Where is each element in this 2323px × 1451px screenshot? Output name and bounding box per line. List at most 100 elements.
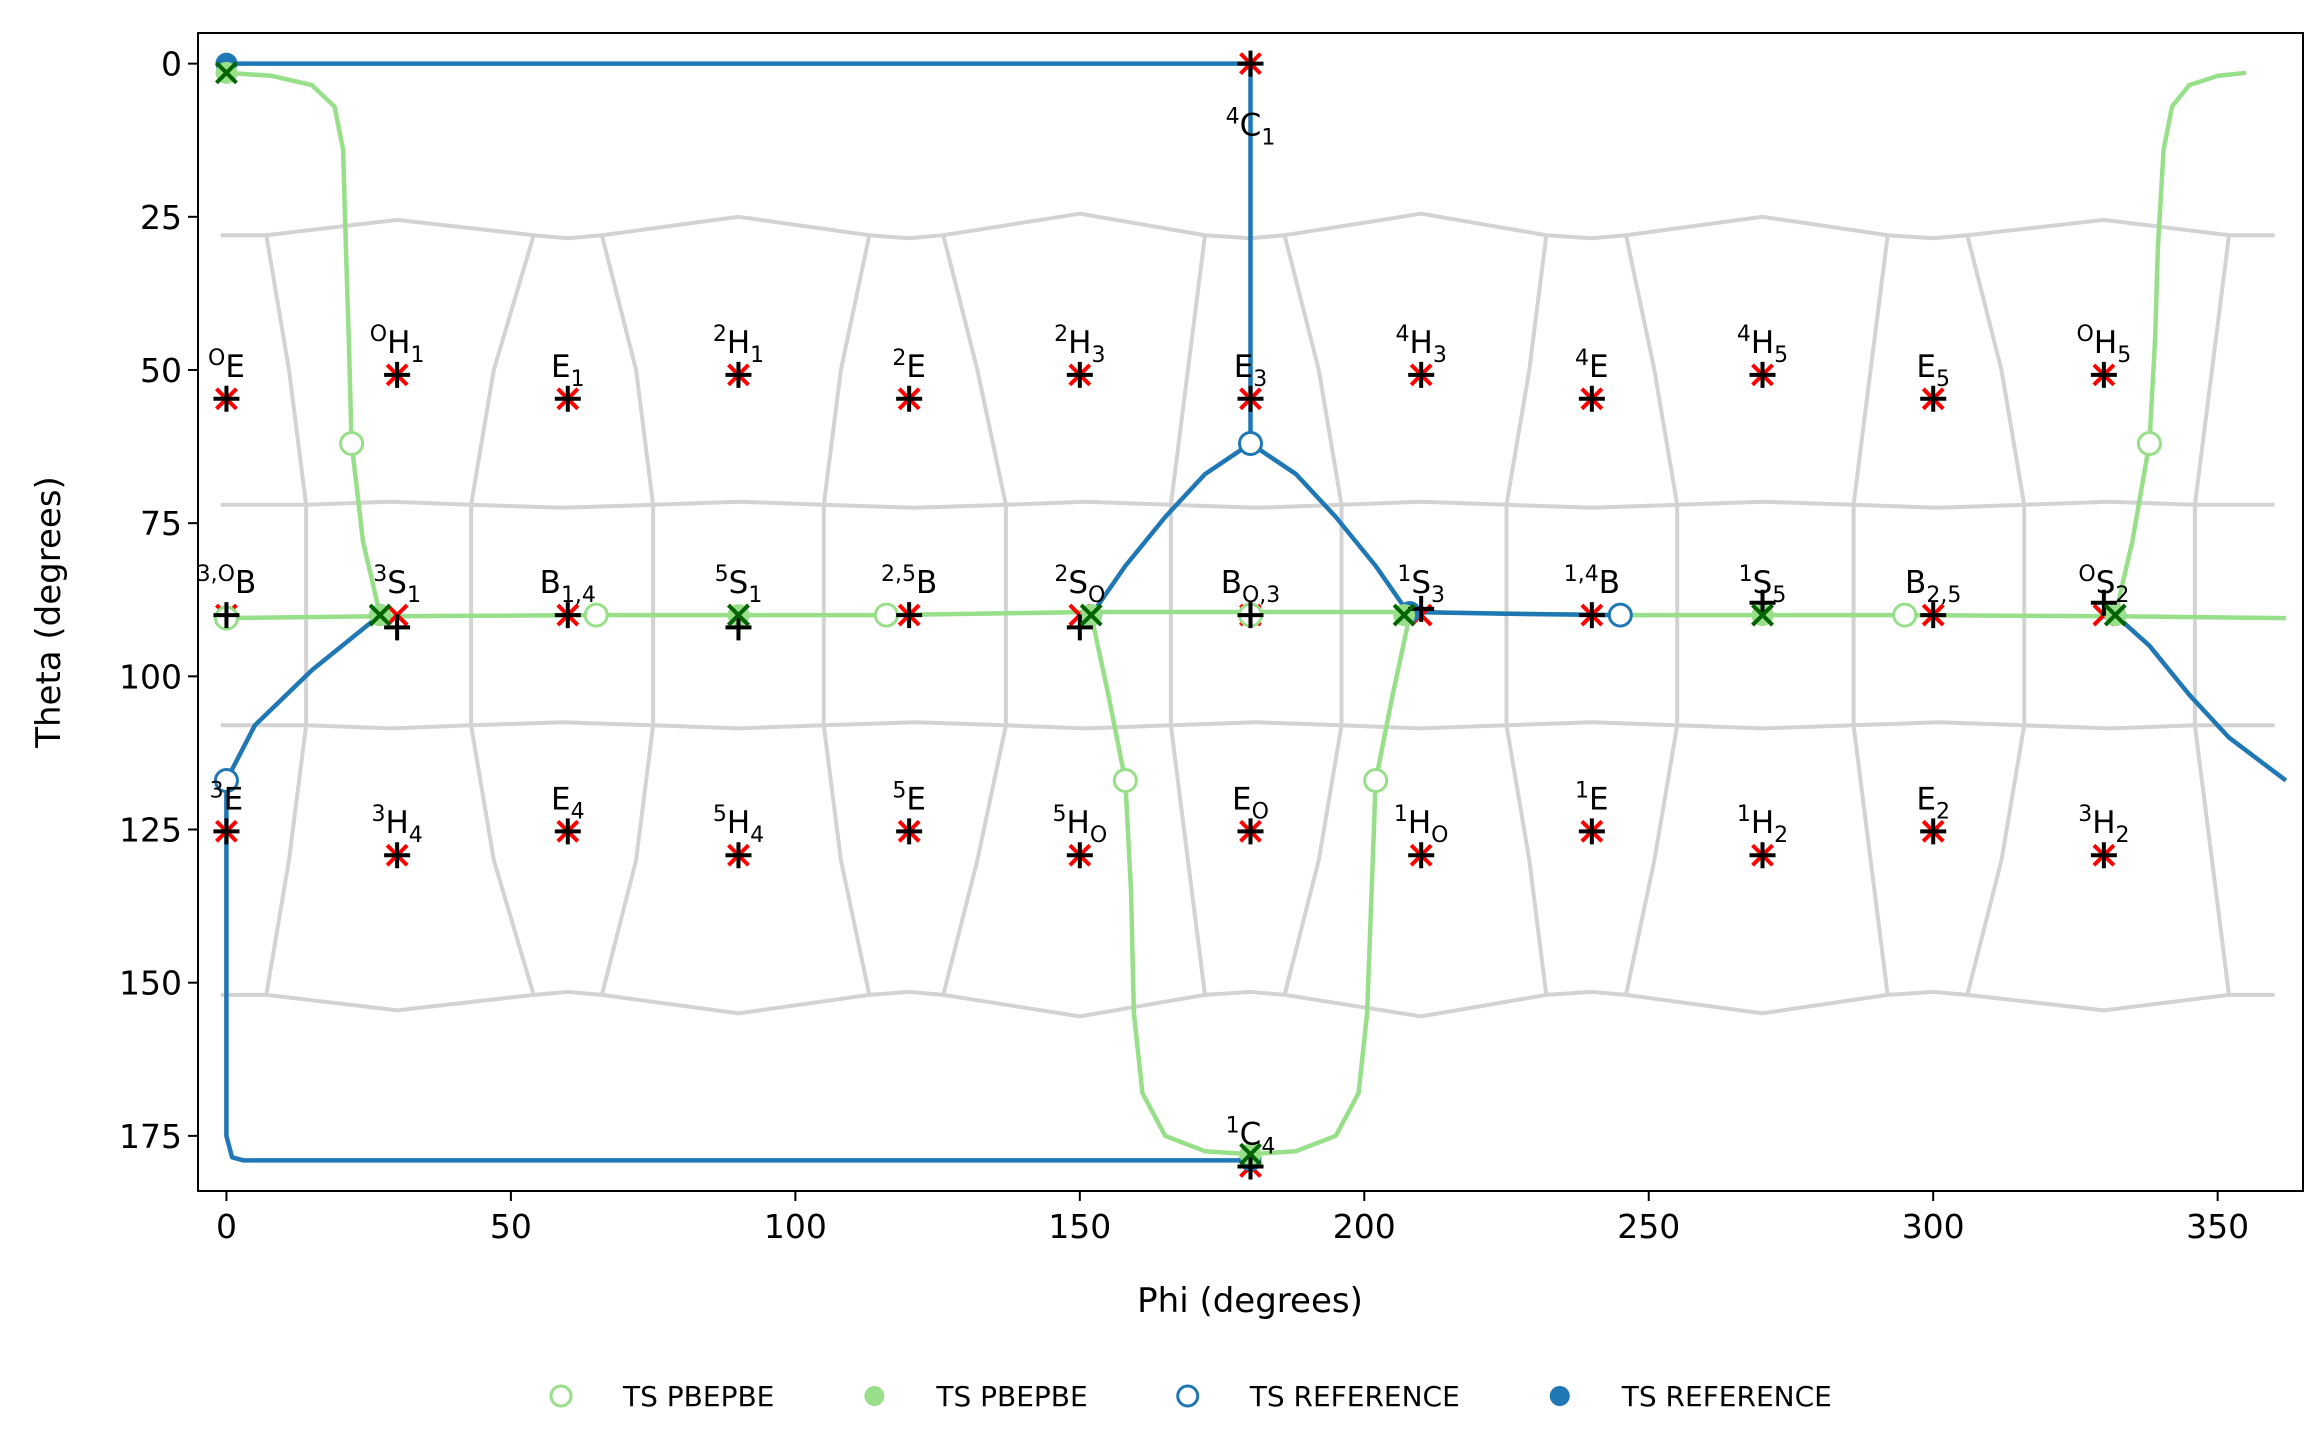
label-main: E bbox=[1916, 349, 1936, 385]
legend-label: TS REFERENCE bbox=[1621, 1380, 1832, 1413]
label-sub: O,3 bbox=[1242, 583, 1280, 608]
label-sub: 1 bbox=[410, 343, 424, 368]
geometry-marker bbox=[1392, 603, 1416, 627]
label-main: C bbox=[1240, 1116, 1262, 1152]
y-axis-label: Theta (degrees) bbox=[29, 476, 69, 749]
label-sup: 1 bbox=[1394, 802, 1408, 827]
label-sup: 2 bbox=[1054, 562, 1068, 587]
label-main: H bbox=[387, 325, 410, 361]
conformer-label: B2,5 bbox=[1905, 565, 1961, 608]
label-sub: 4 bbox=[571, 799, 585, 824]
boundary-line bbox=[220, 989, 2275, 1019]
conformer-label: 3,OB bbox=[197, 562, 257, 601]
geometry-marker bbox=[2090, 842, 2117, 869]
geometry-marker bbox=[384, 361, 411, 388]
label-sub: O bbox=[1431, 823, 1448, 848]
pathway-line bbox=[2113, 613, 2288, 783]
label-sup: O bbox=[2077, 322, 2094, 347]
x-tick-label: 200 bbox=[1333, 1207, 1396, 1246]
ts-point bbox=[1363, 767, 1389, 793]
label-sup: 1 bbox=[1737, 802, 1751, 827]
label-sup: 1 bbox=[1739, 562, 1753, 587]
conformer-label: 5H4 bbox=[713, 802, 764, 848]
geometry-marker bbox=[1237, 602, 1264, 629]
conformer-label: 5S1 bbox=[715, 562, 763, 608]
boundary-line bbox=[220, 720, 2275, 731]
geometry-marker bbox=[1066, 842, 1093, 869]
label-sub: 4 bbox=[750, 823, 764, 848]
pathway-line bbox=[2113, 70, 2247, 616]
label-main: E bbox=[1234, 349, 1254, 385]
legend-label: TS PBEPBE bbox=[935, 1380, 1087, 1413]
conformer-label: 2E bbox=[892, 346, 926, 385]
label-sub: 1 bbox=[1261, 126, 1275, 151]
geometry-marker bbox=[554, 385, 581, 412]
label-main: E bbox=[906, 349, 926, 385]
plot-frame bbox=[197, 32, 2304, 1192]
geometry-marker bbox=[213, 385, 240, 412]
conformer-label: OE bbox=[208, 346, 245, 385]
label-main: S bbox=[1068, 565, 1088, 601]
label-sub: 3 bbox=[1433, 343, 1447, 368]
boundary-line bbox=[1168, 234, 1207, 996]
label-main: H bbox=[1067, 805, 1090, 841]
label-sup: 5 bbox=[892, 778, 906, 803]
label-main: E bbox=[551, 349, 571, 385]
geometry-marker bbox=[1749, 842, 1776, 869]
label-sup: 3,O bbox=[197, 562, 235, 587]
legend-marker bbox=[549, 1384, 573, 1408]
label-main: H bbox=[1410, 325, 1433, 361]
label-sup: 5 bbox=[713, 802, 727, 827]
label-sub: 3 bbox=[1091, 343, 1105, 368]
y-tick-label: 175 bbox=[119, 1117, 182, 1156]
ts-point bbox=[339, 431, 365, 457]
geometry-marker bbox=[1237, 1153, 1264, 1180]
label-main: B bbox=[1221, 565, 1242, 601]
legend-label: TS PBEPBE bbox=[622, 1380, 774, 1413]
pathway-line bbox=[1089, 614, 1412, 1157]
conformer-label: 4E bbox=[1575, 346, 1609, 385]
conformer-label: OS2 bbox=[2078, 562, 2129, 608]
y-tick-label: 150 bbox=[119, 964, 182, 1003]
label-sub: 4 bbox=[409, 823, 423, 848]
label-main: B bbox=[1599, 565, 1620, 601]
conformer-label: 2H3 bbox=[1054, 322, 1105, 368]
label-main: B bbox=[235, 565, 256, 601]
geometry-marker bbox=[1920, 602, 1947, 629]
legend-marker bbox=[864, 1386, 885, 1406]
geometry-marker bbox=[896, 818, 923, 845]
label-main: S bbox=[387, 565, 407, 601]
label-sub: 2 bbox=[2116, 823, 2130, 848]
geometry-marker bbox=[1749, 589, 1776, 616]
conformer-label: E1 bbox=[551, 349, 585, 392]
geometry-marker bbox=[213, 818, 240, 845]
pathway-line bbox=[224, 613, 1251, 1163]
conformer-label: OH1 bbox=[370, 322, 425, 368]
label-main: H bbox=[1751, 325, 1774, 361]
ts-point bbox=[1238, 431, 1263, 457]
x-tick-label: 0 bbox=[216, 1207, 237, 1246]
label-sup: 4 bbox=[1575, 346, 1589, 371]
geometry-marker bbox=[725, 361, 752, 388]
ts-point bbox=[1607, 602, 1633, 628]
geometry-marker bbox=[725, 614, 752, 641]
y-tick-label: 100 bbox=[119, 657, 182, 696]
label-main: B bbox=[1905, 565, 1926, 601]
label-main: H bbox=[2092, 805, 2115, 841]
conformer-label: E2 bbox=[1916, 781, 1950, 824]
geometry-marker bbox=[554, 818, 581, 845]
geometry-marker bbox=[1749, 361, 1776, 388]
label-main: E bbox=[1232, 781, 1252, 817]
geometry-marker bbox=[2090, 361, 2117, 388]
conformer-label: 2SO bbox=[1054, 562, 1105, 608]
label-main: H bbox=[727, 325, 750, 361]
geometry-marker bbox=[384, 614, 411, 641]
ts-point bbox=[2136, 431, 2162, 457]
label-sup: 1 bbox=[1226, 1113, 1240, 1138]
conformer-label: E3 bbox=[1234, 349, 1268, 392]
label-main: E bbox=[1589, 349, 1609, 385]
ts-point bbox=[1892, 602, 1918, 628]
label-sub: 5 bbox=[1936, 367, 1950, 392]
legend-label: TS REFERENCE bbox=[1249, 1380, 1460, 1413]
geometry-marker bbox=[1578, 385, 1605, 412]
